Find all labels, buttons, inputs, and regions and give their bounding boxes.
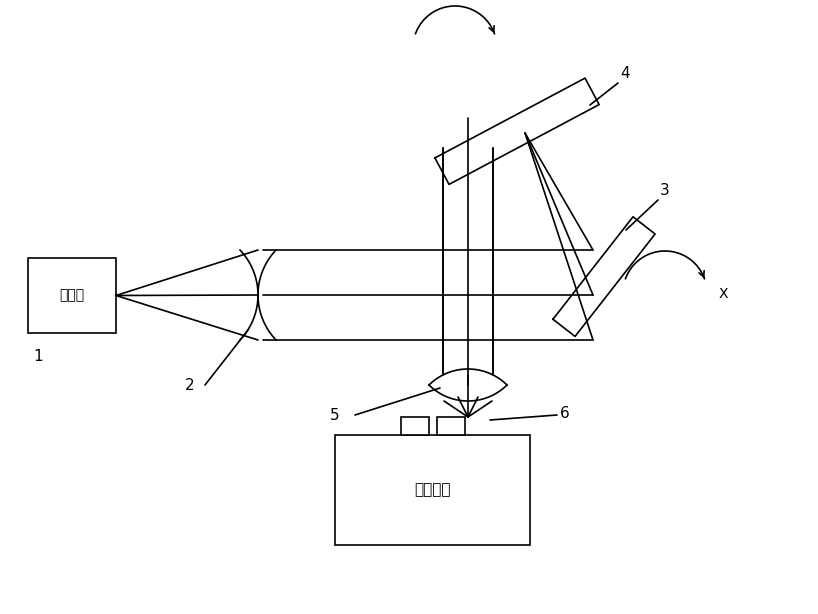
Bar [437, 417, 465, 435]
Text: 加工平台: 加工平台 [414, 483, 451, 497]
Text: 5: 5 [330, 408, 339, 423]
Bar [401, 417, 429, 435]
Text: 6: 6 [560, 406, 570, 421]
Text: 4: 4 [620, 66, 630, 81]
Text: 1: 1 [33, 349, 43, 364]
Text: 2: 2 [185, 378, 195, 393]
Text: X: X [719, 287, 729, 301]
Text: 激光器: 激光器 [60, 289, 84, 303]
Bar [335, 435, 530, 545]
Bar [28, 258, 116, 333]
Text: 3: 3 [660, 183, 670, 198]
